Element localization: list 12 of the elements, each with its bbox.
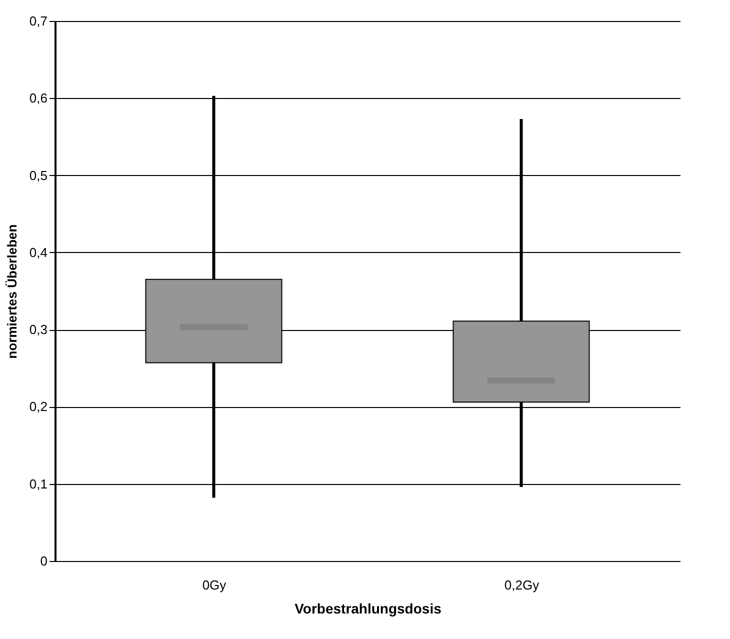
x-axis-title: Vorbestrahlungsdosis [294, 600, 442, 616]
y-tick-label: 0,1 [29, 476, 48, 492]
y-axis-title: normiertes Überleben [4, 224, 20, 359]
y-tick-label: 0,7 [29, 14, 48, 28]
y-tick-label: 0,5 [29, 168, 48, 183]
y-tick-label: 0 [40, 554, 48, 568]
x-tick-label: 0,2Gy [504, 578, 540, 592]
y-tick-label: 0,6 [29, 90, 48, 106]
y-tick-label: 0,2 [29, 399, 48, 414]
y-tick-label: 0,3 [29, 322, 48, 338]
x-tick-label: 0Gy [202, 578, 227, 592]
y-tick-label: 0,4 [29, 244, 48, 260]
